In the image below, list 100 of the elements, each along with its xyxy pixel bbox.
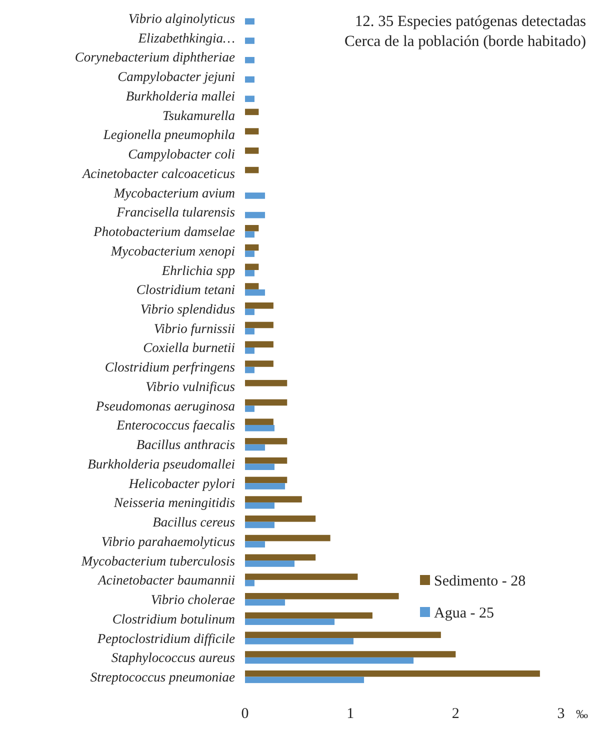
bar (245, 341, 274, 348)
bar (245, 270, 254, 276)
x-tick-label: 2 (452, 706, 460, 722)
bar (245, 534, 330, 542)
bar (245, 444, 266, 451)
bar (245, 657, 414, 664)
y-tick-label: Helicobacter pylori (128, 476, 236, 491)
bar (245, 192, 266, 199)
bar (245, 599, 286, 606)
bar (245, 632, 441, 638)
y-tick-label: Bacillus anthracis (136, 437, 235, 452)
text: Cerca de la población (borde habitado) (344, 33, 586, 50)
bar (245, 289, 266, 296)
bar (245, 283, 259, 290)
bar (245, 212, 266, 218)
y-tick-label: Corynebacterium diphtheriae (74, 50, 235, 65)
bar (245, 574, 358, 580)
y-tick-label: Acinetobacter baumannii (97, 572, 236, 588)
bar (245, 244, 259, 251)
legend-label: Agua - 25 (434, 605, 494, 622)
bar (245, 676, 364, 684)
bar (245, 560, 295, 567)
y-tick-label: Neisseria meningitidis (112, 495, 235, 510)
bar (245, 148, 259, 154)
bar (245, 380, 288, 386)
y-tick-label: Mycobacterium tuberculosis (80, 553, 235, 568)
y-tick-label: Francisella tularensis (116, 204, 235, 220)
y-tick-label: Clostridium botulinum (112, 611, 236, 626)
x-axis-title: ‰ (576, 707, 588, 721)
y-tick-label: Elizabethkingia… (137, 30, 235, 46)
y-tick-label: Peptoclostridium difficile (96, 630, 235, 646)
bar (245, 224, 259, 232)
bar (245, 516, 316, 522)
y-tick-label: Bacillus cereus (152, 514, 235, 530)
x-tick-label: 1 (346, 706, 354, 722)
bar (245, 366, 254, 374)
bar (245, 502, 274, 509)
legend-label: Sedimento - 28 (434, 573, 526, 590)
bar (245, 76, 254, 83)
y-tick-label: Legionella pneumophila (102, 127, 236, 142)
bar (245, 580, 254, 586)
bar (245, 108, 259, 116)
bar (245, 308, 254, 316)
y-tick-label: Tsukamurella (162, 108, 236, 123)
bar (245, 250, 254, 257)
y-tick-label: Campylobacter jejuni (118, 69, 236, 84)
bar (245, 424, 274, 432)
y-tick-label: Campylobacter coli (128, 146, 236, 162)
y-tick-label: Enterococcus faecalis (116, 418, 235, 433)
bar (245, 522, 274, 528)
y-tick-label: Vibrio parahaemolyticus (101, 534, 235, 549)
bar (245, 476, 288, 484)
bar (245, 18, 254, 25)
bar (245, 348, 254, 354)
bar (245, 302, 274, 309)
bar (245, 670, 540, 677)
y-tick-label: Staphylococcus aureus (111, 650, 235, 666)
y-tick-label: Mycobacterium avium (112, 185, 236, 200)
bar (245, 328, 254, 334)
y-tick-label: Photobacterium damselae (92, 224, 235, 240)
bar (245, 593, 399, 600)
bar (245, 612, 372, 619)
bar (245, 464, 274, 470)
bar (245, 399, 288, 406)
bar (245, 418, 274, 425)
bar (245, 166, 259, 174)
x-tick-label: 0 (241, 706, 249, 722)
y-tick-label: Vibrio furnissii (154, 320, 236, 336)
bar (245, 264, 259, 270)
y-tick-label: Vibrio cholerae (150, 592, 236, 608)
bar (245, 231, 254, 238)
bar (245, 457, 288, 464)
y-tick-label: Vibrio splendidus (140, 301, 235, 316)
bar (245, 496, 302, 502)
y-tick-label: Vibrio vulnificus (146, 378, 235, 394)
bar (245, 322, 274, 328)
bar (245, 96, 254, 102)
bar (245, 554, 316, 561)
y-tick-label: Streptococcus pneumoniae (90, 669, 235, 684)
bar (245, 651, 456, 658)
bar (245, 483, 286, 490)
x-tick-label: 3 (557, 706, 565, 722)
bar (245, 360, 274, 367)
bar (245, 438, 288, 444)
y-tick-label: Clostridium perfringens (104, 360, 235, 375)
y-tick-label: Ehrlichia spp (160, 262, 236, 278)
y-tick-label: Coxiella burnetii (143, 340, 236, 356)
y-tick-label: Burkholderia pseudomallei (88, 456, 236, 472)
y-tick-label: Acinetobacter calcoaceticus (81, 166, 235, 181)
y-tick-label: Pseudomonas aeruginosa (94, 398, 236, 414)
bar (245, 38, 254, 44)
bar (245, 541, 266, 548)
bar (245, 406, 254, 412)
chart-title: 12. 35 Especies patógenas detectadas (354, 13, 586, 30)
bar (245, 56, 254, 64)
y-tick-label: Burkholderia mallei (126, 88, 236, 104)
y-tick-label: Mycobacterium xenopi (110, 243, 236, 258)
bar (245, 128, 259, 134)
bar (245, 638, 354, 644)
bar (245, 618, 335, 625)
